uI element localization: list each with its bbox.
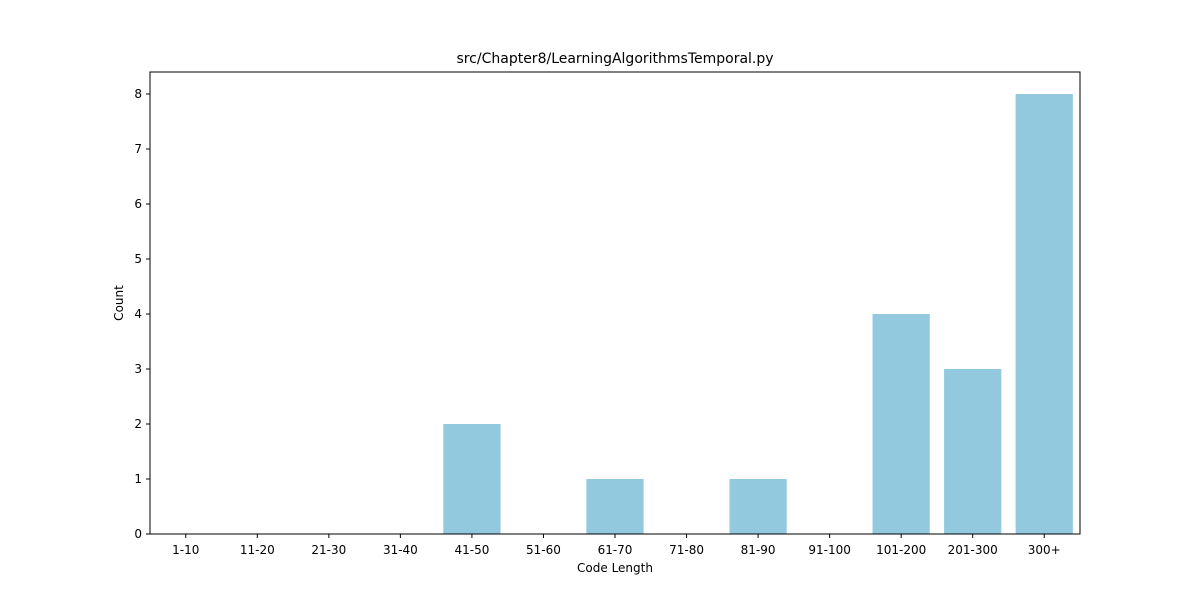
x-tick-label: 81-90 <box>741 543 776 557</box>
y-tick-label: 4 <box>134 307 142 321</box>
bar-61-70 <box>586 479 644 534</box>
x-tick-label: 61-70 <box>598 543 633 557</box>
x-tick-label: 300+ <box>1028 543 1061 557</box>
x-tick-label: 101-200 <box>876 543 926 557</box>
bar-101-200 <box>872 314 930 534</box>
x-tick-label: 31-40 <box>383 543 418 557</box>
x-tick-label: 201-300 <box>948 543 998 557</box>
y-tick-label: 8 <box>134 87 142 101</box>
plot-frame <box>149 71 1081 535</box>
y-axis-title: Count <box>112 285 126 321</box>
y-axis: 0 1 2 3 4 5 6 7 8 <box>134 87 150 541</box>
y-tick-label: 3 <box>134 362 142 376</box>
x-tick-label: 91-100 <box>808 543 851 557</box>
x-tick-label: 1-10 <box>172 543 199 557</box>
x-tick-label: 11-20 <box>240 543 275 557</box>
x-tick-label: 41-50 <box>454 543 489 557</box>
bar-41-50 <box>443 424 501 534</box>
y-tick-label: 0 <box>134 527 142 541</box>
bar-300+ <box>1015 94 1073 534</box>
x-axis-title: Code Length <box>577 561 653 575</box>
y-tick-label: 2 <box>134 417 142 431</box>
x-tick-label: 71-80 <box>669 543 704 557</box>
bars-layer <box>443 94 1073 534</box>
x-tick-label: 21-30 <box>311 543 346 557</box>
y-tick-label: 6 <box>134 197 142 211</box>
chart-title: src/Chapter8/LearningAlgorithmsTemporal.… <box>456 51 773 67</box>
x-tick-label: 51-60 <box>526 543 561 557</box>
x-axis: 1-10 11-20 21-30 31-40 41-50 51-60 61-70 71-80 8… <box>172 534 1061 557</box>
y-tick-label: 5 <box>134 252 142 266</box>
y-tick-label: 7 <box>134 142 142 156</box>
bar-201-300 <box>944 369 1002 534</box>
bar-81-90 <box>729 479 787 534</box>
y-tick-label: 1 <box>134 472 142 486</box>
